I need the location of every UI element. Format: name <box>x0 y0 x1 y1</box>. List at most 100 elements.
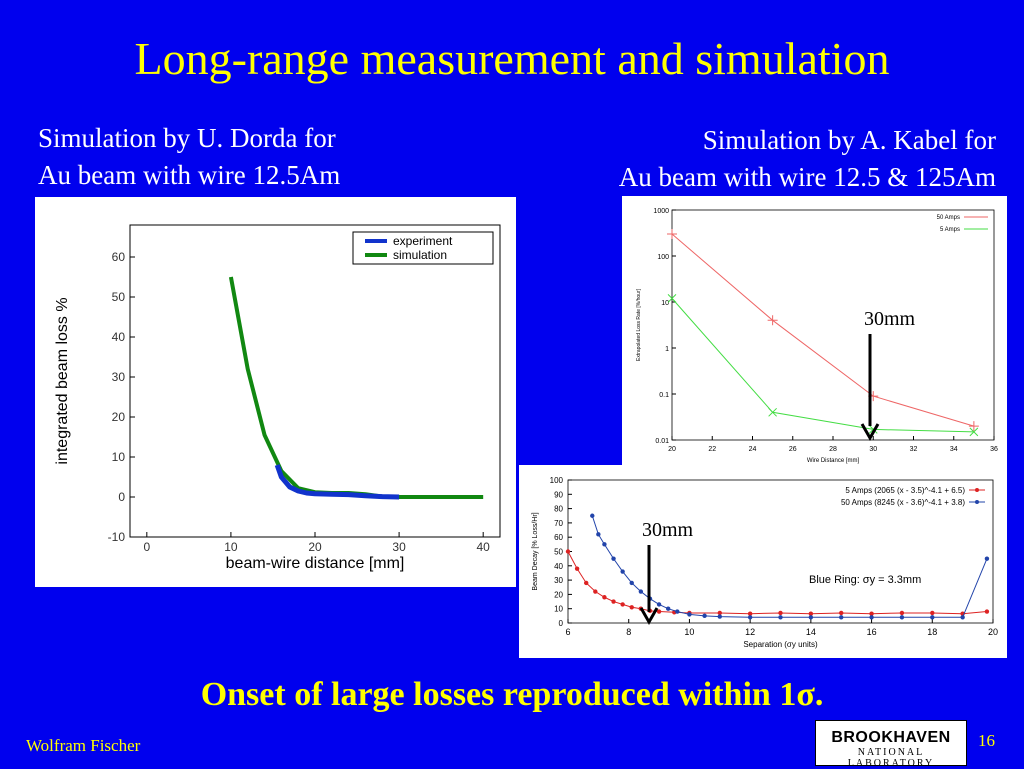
x-axis-label: Wire Distance [mm] <box>807 458 860 464</box>
annotation-30mm-lower: 30mm <box>642 519 694 541</box>
annotation-30mm-upper: 30mm <box>864 308 916 330</box>
x-tick-label: 6 <box>565 627 570 637</box>
y-tick-label: 50 <box>554 548 563 557</box>
data-point <box>667 229 677 240</box>
x-tick-label: 24 <box>749 446 757 453</box>
data-point <box>611 556 616 561</box>
logo-bottom-text: NATIONAL LABORATORY <box>847 747 935 769</box>
arrow-head-upper <box>860 423 880 442</box>
y-axis-label: integrated beam loss % <box>54 297 71 464</box>
x-tick-label: 10 <box>684 627 694 637</box>
y-tick-label: 10 <box>554 605 563 614</box>
y-tick-label: 40 <box>112 330 126 344</box>
data-point <box>667 294 677 303</box>
x-tick-label: 0 <box>143 540 150 554</box>
y-tick-label: 20 <box>112 410 126 424</box>
y-tick-label: 60 <box>554 533 563 542</box>
caption-right-line-1: Simulation by A. Kabel for <box>702 125 996 155</box>
y-tick-label: 0 <box>559 619 564 628</box>
x-tick-label: 32 <box>910 446 918 453</box>
data-point <box>590 513 595 518</box>
y-tick-label: 100 <box>550 476 564 485</box>
y-tick-label: 80 <box>554 505 563 514</box>
x-tick-label: 12 <box>745 627 755 637</box>
data-point <box>899 610 905 616</box>
y-tick-label: 70 <box>554 519 563 528</box>
caption-right-line-2: Au beam with wire 12.5 & 125Am <box>618 162 996 192</box>
data-point <box>611 599 616 604</box>
data-point <box>808 611 814 616</box>
slide-title: Long-range measurement and simulation <box>134 33 890 84</box>
y-tick-label: 10 <box>112 450 126 464</box>
x-tick-label: 16 <box>867 627 877 637</box>
caption-left-line-2: Au beam with wire 12.5Am <box>38 160 341 190</box>
data-point <box>767 315 778 326</box>
y-tick-label: 100 <box>657 254 669 261</box>
x-tick-label: 20 <box>988 627 998 637</box>
data-point <box>702 613 707 619</box>
logo-top-text: BROOKHAVEN <box>831 729 951 746</box>
y-tick-label: 1 <box>665 346 669 353</box>
x-tick-label: 22 <box>708 446 716 453</box>
x-tick-label: 14 <box>806 627 816 637</box>
x-tick-label: 26 <box>789 446 797 453</box>
x-tick-label: 34 <box>950 446 958 453</box>
data-point <box>656 609 662 614</box>
chart-decay-panel: 6 8 10 12 14 16 18 20 0 10 20 30 40 50 60 70 80 90 100 Sepa… <box>519 465 1007 658</box>
y-tick-label: 90 <box>554 490 563 499</box>
series-line-0 <box>671 233 975 427</box>
data-point <box>930 610 935 616</box>
data-point <box>778 610 783 616</box>
chart-kabel-panel: 20 22 24 26 28 30 32 34 36 0.01 0.1 1 10 100 1000 Wire … <box>622 196 1007 468</box>
y-tick-label: 10 <box>661 300 669 307</box>
y-tick-label: 40 <box>554 562 563 571</box>
chart-decay: 6 8 10 12 14 16 18 20 0 10 20 30 40 50 60 70 80 90 100 Sepa… <box>532 476 998 649</box>
annotation-blue-ring: Blue Ring: σy = 3.3mm <box>809 574 921 586</box>
chart-dorda: 0 10 20 30 40 -10 0 10 20 30 40 50 60 beam-wire dista… <box>54 224 501 572</box>
data-point <box>839 610 844 616</box>
data-point <box>675 609 680 614</box>
data-point <box>717 614 722 619</box>
x-axis-label: Separation (σy units) <box>743 640 818 649</box>
data-point <box>629 580 634 586</box>
x-tick-label: 20 <box>308 540 322 554</box>
data-point <box>839 615 844 620</box>
legend-label-0: 50 Amps <box>937 215 960 221</box>
data-point <box>984 556 990 561</box>
x-tick-label: 30 <box>869 446 877 453</box>
data-point <box>565 549 571 554</box>
data-point <box>960 615 965 620</box>
legend-label-simulation: simulation <box>393 248 447 262</box>
data-point <box>620 569 625 574</box>
data-point <box>984 609 990 614</box>
series-line-experiment <box>274 464 400 500</box>
data-point <box>584 580 589 586</box>
x-tick-label: 18 <box>927 627 937 637</box>
author-name: Wolfram Fischer <box>26 736 141 755</box>
x-tick-label: 40 <box>477 540 491 554</box>
y-tick-label: 0.01 <box>655 438 669 445</box>
chart-kabel: 20 22 24 26 28 30 32 34 36 0.01 0.1 1 10 100 1000 Wire … <box>636 208 998 464</box>
chart-dorda-panel: 0 10 20 30 40 -10 0 10 20 30 40 50 60 beam-wire dista… <box>35 197 516 587</box>
data-point <box>687 612 692 617</box>
caption-right: Simulation by A. Kabel for Au beam with … <box>619 122 996 196</box>
data-point <box>593 589 598 594</box>
page-number: 16 <box>978 731 995 750</box>
data-point <box>638 589 644 594</box>
y-tick-label: -10 <box>108 530 126 544</box>
data-point <box>602 542 607 547</box>
x-tick-label: 8 <box>626 627 631 637</box>
caption-left-line-1: Simulation by U. Dorda for <box>38 123 336 153</box>
data-point <box>808 615 814 620</box>
series-line-1 <box>671 298 974 433</box>
series-line-simulation <box>228 276 484 499</box>
data-point <box>665 606 671 611</box>
data-point <box>768 407 777 417</box>
legend-marker-1 <box>975 500 979 504</box>
x-tick-label: 20 <box>668 446 676 453</box>
y-tick-label: 30 <box>112 370 126 384</box>
data-point <box>747 611 753 616</box>
y-tick-label: 0.1 <box>659 392 669 399</box>
y-tick-label: 50 <box>112 290 126 304</box>
data-point <box>969 427 979 437</box>
